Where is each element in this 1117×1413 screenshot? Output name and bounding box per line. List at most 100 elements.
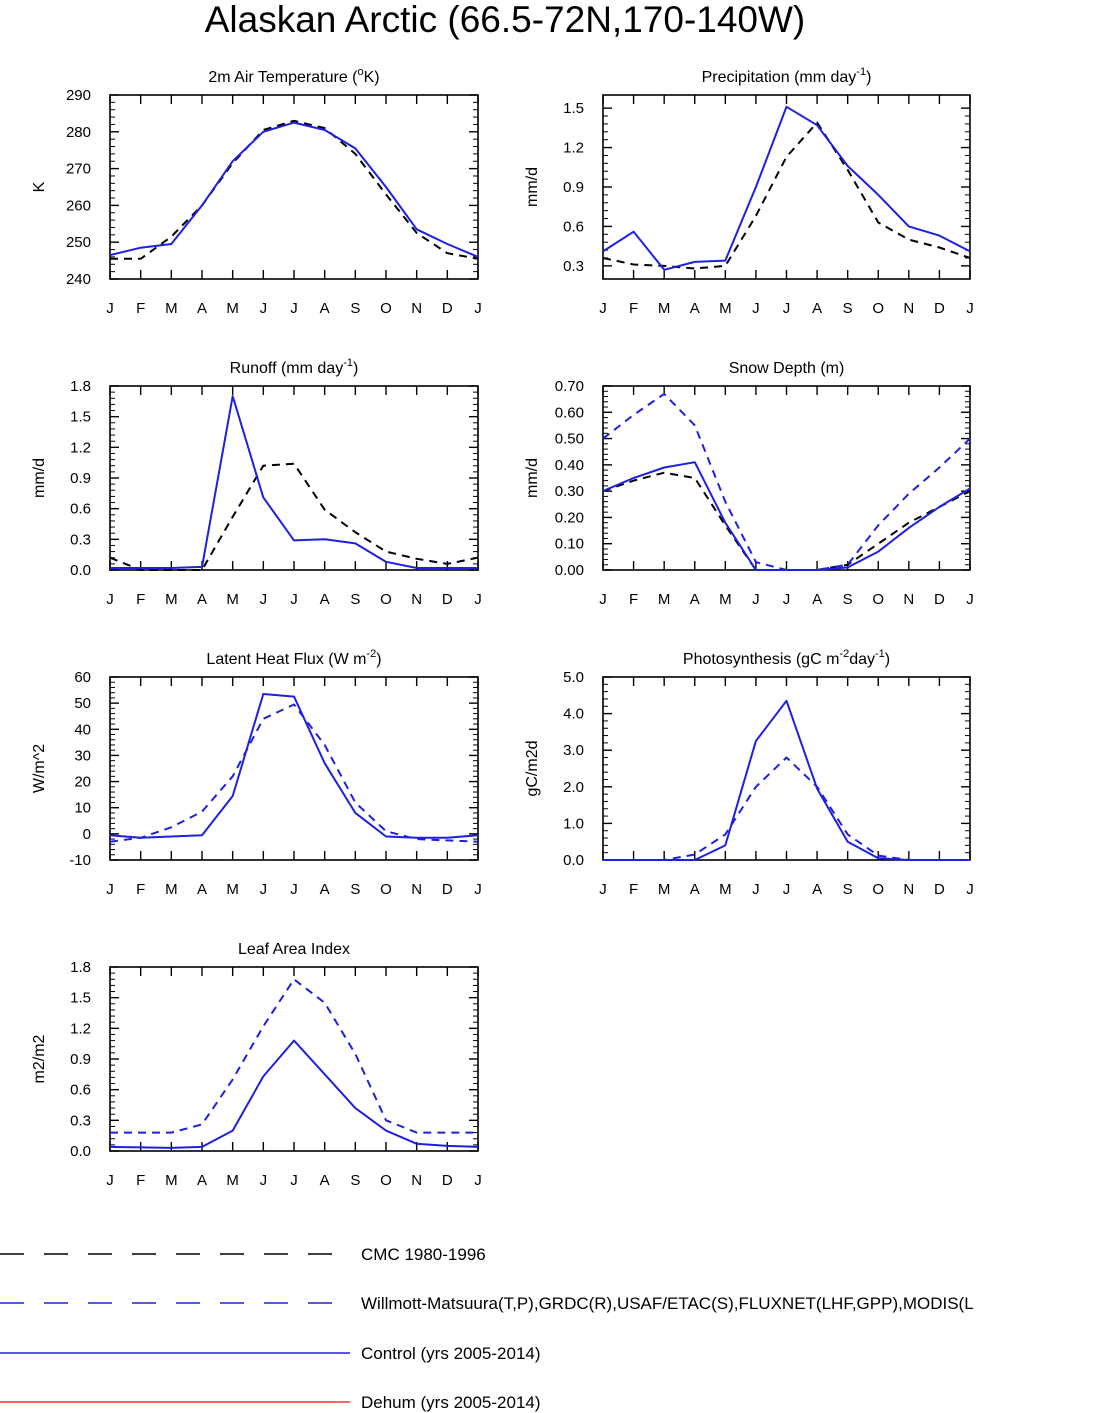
x-tick-label: O bbox=[380, 1172, 392, 1189]
y-tick-label: 0.9 bbox=[70, 470, 91, 487]
x-tick-label: M bbox=[719, 591, 732, 608]
plot-frame bbox=[109, 966, 479, 1152]
series-line-cmc bbox=[110, 119, 479, 260]
y-axis-label: mm/d bbox=[524, 458, 541, 498]
x-tick-label: D bbox=[442, 1172, 453, 1189]
x-tick-label: D bbox=[934, 300, 945, 317]
y-tick-label: 0.3 bbox=[563, 258, 584, 275]
x-tick-label: M bbox=[165, 881, 178, 898]
series-line-obs bbox=[602, 392, 971, 571]
series-line-obs bbox=[109, 703, 479, 843]
x-tick-label: J bbox=[260, 300, 268, 317]
x-tick-label: O bbox=[872, 591, 884, 608]
x-tick-label: J bbox=[290, 1172, 298, 1189]
x-tick-label: M bbox=[165, 1172, 178, 1189]
x-tick-label: J bbox=[599, 881, 607, 898]
x-tick-label: J bbox=[106, 300, 114, 317]
x-tick-label: J bbox=[752, 591, 760, 608]
y-tick-label: 0.6 bbox=[70, 501, 91, 518]
x-tick-label: J bbox=[260, 881, 268, 898]
panel-title: Runoff (mm day-1) bbox=[230, 357, 359, 377]
panel-title: Precipitation (mm day-1) bbox=[702, 66, 872, 86]
legend-label: Willmott-Matsuura(T,P),GRDC(R),USAF/ETAC… bbox=[361, 1294, 974, 1313]
x-tick-label: J bbox=[966, 881, 974, 898]
x-tick-label: J bbox=[599, 300, 607, 317]
y-axis-label: m2/m2 bbox=[31, 1034, 48, 1083]
x-tick-label: J bbox=[290, 591, 298, 608]
x-tick-label: S bbox=[843, 300, 853, 317]
y-tick-label: 0.6 bbox=[70, 1082, 91, 1099]
series-line-cmc bbox=[109, 462, 479, 571]
series-line-control bbox=[603, 699, 970, 861]
y-tick-label: 0.6 bbox=[563, 218, 584, 235]
panel-title: Latent Heat Flux (W m-2) bbox=[206, 648, 381, 668]
x-tick-label: M bbox=[658, 881, 671, 898]
x-tick-label: J bbox=[783, 591, 791, 608]
x-tick-label: S bbox=[350, 300, 360, 317]
y-tick-label: 20 bbox=[74, 774, 91, 791]
x-tick-label: M bbox=[719, 300, 732, 317]
legend-label: Dehum (yrs 2005-2014) bbox=[361, 1393, 541, 1412]
x-tick-label: J bbox=[783, 881, 791, 898]
y-axis-label: K bbox=[31, 181, 48, 192]
series-line-control bbox=[602, 105, 971, 271]
series-line-control bbox=[109, 693, 479, 839]
panel-title: Photosynthesis (gC m-2day-1) bbox=[683, 648, 890, 668]
x-tick-label: D bbox=[934, 881, 945, 898]
x-tick-label: J bbox=[599, 591, 607, 608]
y-tick-label: 270 bbox=[66, 161, 91, 178]
y-axis-label: mm/d bbox=[31, 458, 48, 498]
x-tick-label: J bbox=[752, 300, 760, 317]
chart-panel-5: Photosynthesis (gC m-2day-1) J F M A M J J A S O N D… bbox=[524, 648, 974, 898]
x-tick-label: O bbox=[872, 300, 884, 317]
chart-panel-1: Precipitation (mm day-1) J F M A M J J A S O N D J 0.3… bbox=[524, 66, 974, 317]
x-tick-label: N bbox=[903, 881, 914, 898]
y-tick-label: 0.0 bbox=[70, 1143, 91, 1160]
y-tick-label: 60 bbox=[74, 669, 91, 686]
x-tick-label: D bbox=[442, 300, 453, 317]
x-tick-label: F bbox=[136, 591, 145, 608]
series-line-control bbox=[602, 461, 971, 571]
x-tick-label: A bbox=[812, 300, 822, 317]
x-tick-label: J bbox=[752, 881, 760, 898]
x-tick-label: F bbox=[629, 591, 638, 608]
series-line-obs bbox=[110, 978, 478, 1134]
y-tick-label: 50 bbox=[74, 695, 91, 712]
plot-frame bbox=[602, 94, 971, 280]
y-tick-label: 30 bbox=[74, 747, 91, 764]
y-tick-label: 250 bbox=[66, 234, 91, 251]
y-tick-label: 1.5 bbox=[563, 100, 584, 117]
x-tick-label: A bbox=[197, 881, 207, 898]
x-tick-label: J bbox=[106, 591, 114, 608]
y-tick-label: 0 bbox=[83, 826, 91, 843]
y-tick-label: 4.0 bbox=[563, 706, 584, 723]
y-tick-label: 0.00 bbox=[555, 562, 584, 579]
x-tick-label: D bbox=[934, 591, 945, 608]
y-tick-label: 260 bbox=[66, 197, 91, 214]
x-tick-label: J bbox=[474, 300, 482, 317]
y-axis-label: gC/m2d bbox=[524, 740, 541, 796]
x-tick-label: A bbox=[690, 881, 700, 898]
x-tick-label: J bbox=[474, 591, 482, 608]
x-tick-label: O bbox=[380, 300, 392, 317]
plot-frame bbox=[109, 385, 479, 571]
x-tick-label: F bbox=[136, 300, 145, 317]
x-tick-label: A bbox=[690, 300, 700, 317]
x-tick-label: O bbox=[872, 881, 884, 898]
x-tick-label: J bbox=[260, 1172, 268, 1189]
x-tick-label: N bbox=[411, 591, 422, 608]
x-tick-label: J bbox=[783, 300, 791, 317]
x-tick-label: J bbox=[966, 591, 974, 608]
y-tick-label: 5.0 bbox=[563, 669, 584, 686]
x-tick-label: A bbox=[197, 591, 207, 608]
y-tick-label: 0.50 bbox=[555, 431, 584, 448]
chart-panel-4: Latent Heat Flux (W m-2) J F M A M J J A S O N D J -10… bbox=[31, 648, 482, 898]
x-tick-label: A bbox=[320, 591, 330, 608]
y-tick-label: 1.2 bbox=[563, 140, 584, 157]
x-tick-label: A bbox=[197, 1172, 207, 1189]
y-tick-label: 1.2 bbox=[70, 439, 91, 456]
x-tick-label: F bbox=[136, 1172, 145, 1189]
x-tick-label: A bbox=[812, 881, 822, 898]
x-tick-label: J bbox=[106, 1172, 114, 1189]
x-tick-label: M bbox=[165, 591, 178, 608]
